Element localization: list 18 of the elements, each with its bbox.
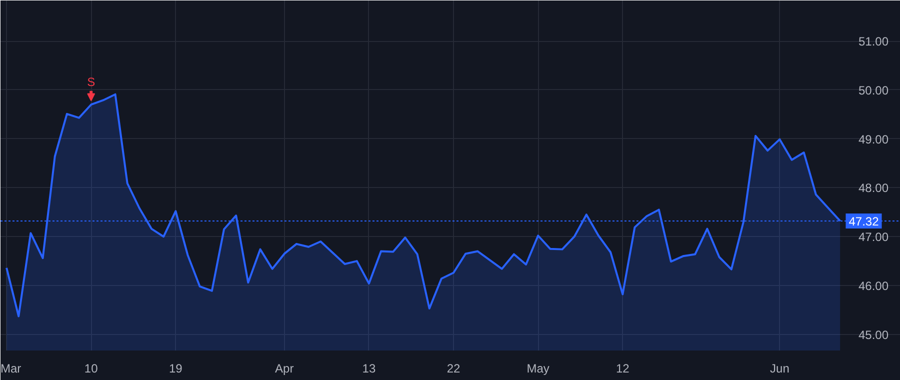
ref-line-label: 47.32	[848, 214, 880, 228]
y-tick-label: 46.00	[858, 278, 889, 293]
x-tick-label: 19	[168, 362, 183, 376]
y-tick-label: 51.00	[858, 34, 889, 49]
x-tick-label: 10	[84, 362, 98, 376]
y-tick-label: 48.00	[858, 181, 889, 196]
y-tick-label: 50.00	[858, 83, 889, 98]
x-tick-label: 12	[616, 362, 630, 376]
y-tick-label: 45.00	[858, 328, 889, 342]
x-tick-label: Apr	[275, 362, 294, 376]
x-tick-label: 13	[362, 362, 376, 376]
y-tick-label: 49.00	[858, 132, 889, 146]
x-tick-label: May	[526, 362, 550, 376]
y-tick-label: 47.00	[858, 230, 889, 244]
x-tick-label: 22	[446, 362, 461, 376]
x-tick-label: Mar	[0, 362, 22, 376]
annotation: S	[87, 74, 96, 89]
x-tick-label: Jun	[770, 362, 790, 376]
